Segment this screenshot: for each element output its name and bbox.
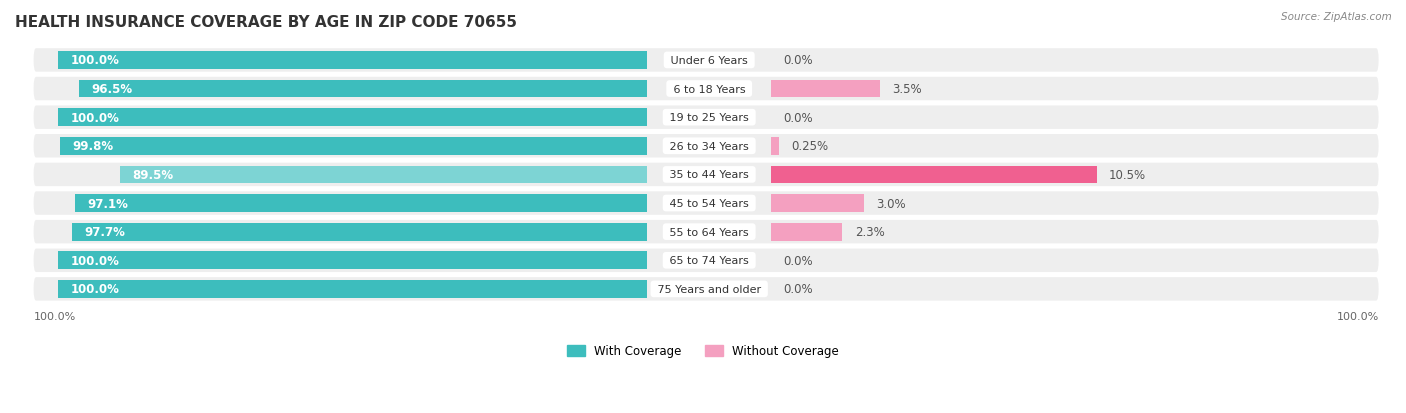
Bar	[59, 52, 647, 70]
FancyBboxPatch shape	[34, 249, 1379, 272]
Text: 100.0%: 100.0%	[1336, 311, 1379, 321]
Text: 100.0%: 100.0%	[70, 54, 120, 67]
FancyBboxPatch shape	[34, 163, 1379, 187]
Text: 55 to 64 Years: 55 to 64 Years	[666, 227, 752, 237]
Text: 97.1%: 97.1%	[87, 197, 129, 210]
Text: 3.0%: 3.0%	[876, 197, 907, 210]
Text: 35 to 44 Years: 35 to 44 Years	[666, 170, 752, 180]
Bar	[59, 138, 647, 155]
Bar	[59, 109, 647, 127]
Bar	[72, 223, 647, 241]
Text: 75 Years and older: 75 Years and older	[654, 284, 765, 294]
Text: 10.5%: 10.5%	[1109, 169, 1146, 181]
Text: 45 to 54 Years: 45 to 54 Years	[666, 199, 752, 209]
Text: 19 to 25 Years: 19 to 25 Years	[666, 113, 752, 123]
Text: 26 to 34 Years: 26 to 34 Years	[666, 141, 752, 152]
FancyBboxPatch shape	[34, 278, 1379, 301]
Text: 3.5%: 3.5%	[891, 83, 922, 96]
FancyBboxPatch shape	[34, 78, 1379, 101]
FancyBboxPatch shape	[34, 221, 1379, 244]
FancyBboxPatch shape	[34, 192, 1379, 215]
Text: Source: ZipAtlas.com: Source: ZipAtlas.com	[1281, 12, 1392, 22]
Text: 65 to 74 Years: 65 to 74 Years	[666, 256, 752, 266]
Text: 0.0%: 0.0%	[783, 283, 813, 296]
Bar	[59, 252, 647, 270]
Text: 0.0%: 0.0%	[783, 112, 813, 124]
Bar	[770, 223, 842, 241]
Bar	[770, 81, 880, 98]
FancyBboxPatch shape	[34, 135, 1379, 158]
Text: Under 6 Years: Under 6 Years	[666, 56, 751, 66]
Bar	[770, 195, 865, 212]
Text: 97.7%: 97.7%	[84, 225, 125, 239]
Bar	[770, 166, 1097, 184]
Text: 100.0%: 100.0%	[70, 254, 120, 267]
Bar	[76, 195, 647, 212]
Text: 100.0%: 100.0%	[70, 283, 120, 296]
Text: 89.5%: 89.5%	[132, 169, 174, 181]
Text: 96.5%: 96.5%	[91, 83, 132, 96]
Text: 100.0%: 100.0%	[70, 112, 120, 124]
Text: 2.3%: 2.3%	[855, 225, 884, 239]
Bar	[121, 166, 647, 184]
Text: 6 to 18 Years: 6 to 18 Years	[669, 84, 749, 94]
FancyBboxPatch shape	[34, 49, 1379, 73]
Text: 100.0%: 100.0%	[34, 311, 76, 321]
Legend: With Coverage, Without Coverage: With Coverage, Without Coverage	[562, 340, 844, 362]
Text: 0.0%: 0.0%	[783, 54, 813, 67]
Text: 99.8%: 99.8%	[72, 140, 112, 153]
Text: HEALTH INSURANCE COVERAGE BY AGE IN ZIP CODE 70655: HEALTH INSURANCE COVERAGE BY AGE IN ZIP …	[15, 15, 517, 30]
Text: 0.25%: 0.25%	[792, 140, 828, 153]
Bar	[770, 138, 779, 155]
Text: 0.0%: 0.0%	[783, 254, 813, 267]
FancyBboxPatch shape	[34, 106, 1379, 130]
Bar	[79, 81, 647, 98]
Bar	[59, 280, 647, 298]
